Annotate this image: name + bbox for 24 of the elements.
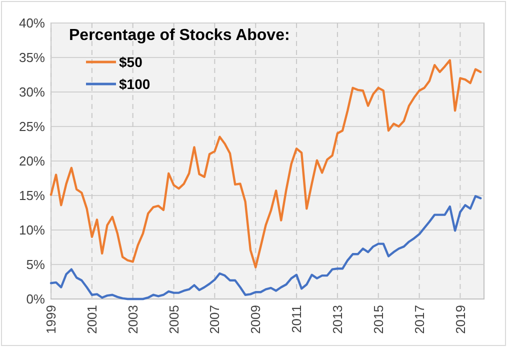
legend-title: Percentage of Stocks Above:: [69, 27, 290, 44]
y-tick-label: 40%: [18, 16, 46, 31]
x-tick-label: 2015: [370, 305, 386, 334]
x-tick-label: 2017: [412, 305, 427, 334]
x-tick-label: 2011: [289, 305, 304, 333]
y-tick-label: 10%: [18, 222, 46, 238]
y-tick-label: 30%: [18, 84, 46, 100]
x-tick-label: 1999: [44, 305, 59, 334]
x-tick-label: 2003: [125, 305, 140, 334]
legend-label: $100: [119, 76, 150, 92]
x-tick-label: 2009: [248, 305, 264, 334]
legend-label: $50: [119, 54, 143, 70]
x-tick-label: 2019: [452, 305, 468, 334]
y-tick-label: 35%: [18, 50, 46, 66]
y-tick-label: 0%: [26, 292, 46, 307]
y-tick-label: 20%: [18, 154, 46, 169]
y-tick-label: 5%: [26, 257, 46, 272]
y-tick-label: 25%: [18, 119, 46, 134]
line-series: [50, 195, 482, 300]
x-tick-label: 2007: [207, 305, 222, 334]
x-tick-label: 2013: [330, 305, 346, 334]
y-tick-label: 15%: [18, 188, 46, 204]
x-tick-label: 2005: [166, 305, 182, 334]
x-tick-label: 2001: [84, 305, 100, 334]
